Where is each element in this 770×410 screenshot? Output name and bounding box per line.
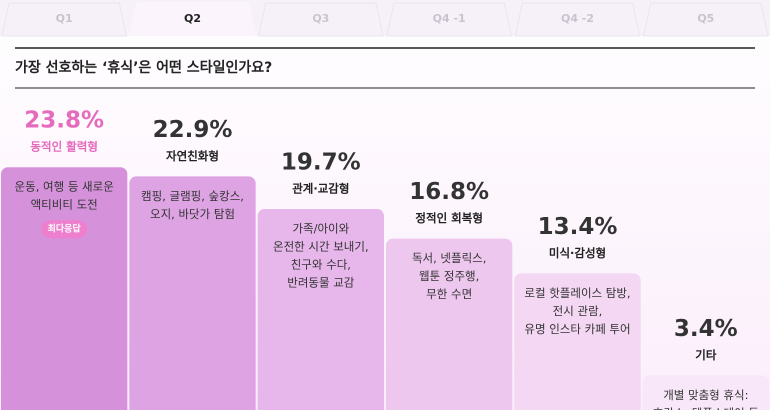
category-label: 정적인 회복형 [415, 211, 482, 225]
tab-active[interactable] [128, 2, 257, 36]
value-label: 3.4% [674, 316, 738, 342]
bar [129, 176, 256, 410]
tab-label[interactable]: Q4 -2 [561, 12, 594, 25]
description: 독서, 넷플릭스, [412, 251, 486, 265]
tab-label[interactable]: Q4 -1 [433, 12, 466, 25]
value-label: 19.7% [281, 150, 361, 176]
tab-label[interactable]: Q5 [697, 12, 714, 25]
category-label: 미식·감성형 [549, 246, 606, 260]
tab[interactable] [643, 2, 769, 37]
tab[interactable] [386, 2, 512, 37]
description: 가족/아이와 [292, 222, 349, 236]
bar [514, 273, 641, 410]
tab[interactable] [514, 2, 641, 37]
description: 친구와 수다, [291, 258, 351, 272]
value-label: 22.9% [153, 117, 233, 143]
description: 웹툰 정주행, [419, 269, 479, 283]
description: 로컬 핫플레이스 탐방, [524, 286, 630, 300]
tab-label[interactable]: Q3 [312, 12, 329, 25]
description: 액티비티 도전 [31, 198, 98, 212]
badge [41, 220, 88, 239]
description: 무한 수면 [426, 287, 472, 301]
tab[interactable] [258, 2, 384, 37]
category-label: 관계·교감형 [292, 182, 349, 196]
bar [257, 209, 384, 410]
description: 호캉스, 템플스테이 등 [653, 406, 759, 410]
bar [386, 238, 513, 410]
description: 전시 관람, [553, 304, 603, 318]
description: 반려동물 교감 [287, 276, 355, 290]
value-label: 13.4% [538, 214, 618, 240]
value-label: 16.8% [409, 179, 489, 205]
category-label: 동적인 활력형 [30, 140, 97, 154]
category-label: 기타 [695, 348, 717, 362]
tab[interactable] [1, 2, 127, 37]
description: 개별 맞춤형 휴식: [663, 388, 748, 402]
bar [1, 167, 128, 410]
value-label: 23.8% [24, 108, 104, 134]
description: 캠핑, 글램핑, 숲캉스, [141, 189, 244, 203]
tab-label[interactable]: Q1 [56, 12, 73, 25]
badge-label: 최다응답 [48, 223, 82, 235]
description: 운동, 여행 등 새로운 [15, 180, 114, 194]
bar [642, 375, 769, 410]
description: 유명 인스타 카페 투어 [524, 322, 630, 336]
description: 온전한 시간 보내기, [273, 240, 369, 254]
question: 가장 선호하는 ‘휴식’은 어떤 스타일인가요? [15, 59, 272, 76]
category-label: 자연친화형 [166, 149, 219, 163]
tab-bar [0, 0, 770, 36]
tab-label[interactable]: Q2 [184, 12, 201, 25]
description: 오지, 바닷가 탐험 [150, 207, 235, 221]
